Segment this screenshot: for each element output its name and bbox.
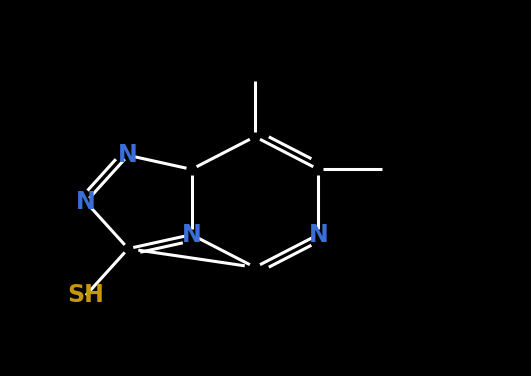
Text: N: N	[76, 190, 96, 214]
Text: N: N	[182, 223, 201, 247]
Text: N: N	[309, 223, 328, 247]
Text: SH: SH	[67, 283, 105, 307]
Text: N: N	[118, 143, 138, 167]
